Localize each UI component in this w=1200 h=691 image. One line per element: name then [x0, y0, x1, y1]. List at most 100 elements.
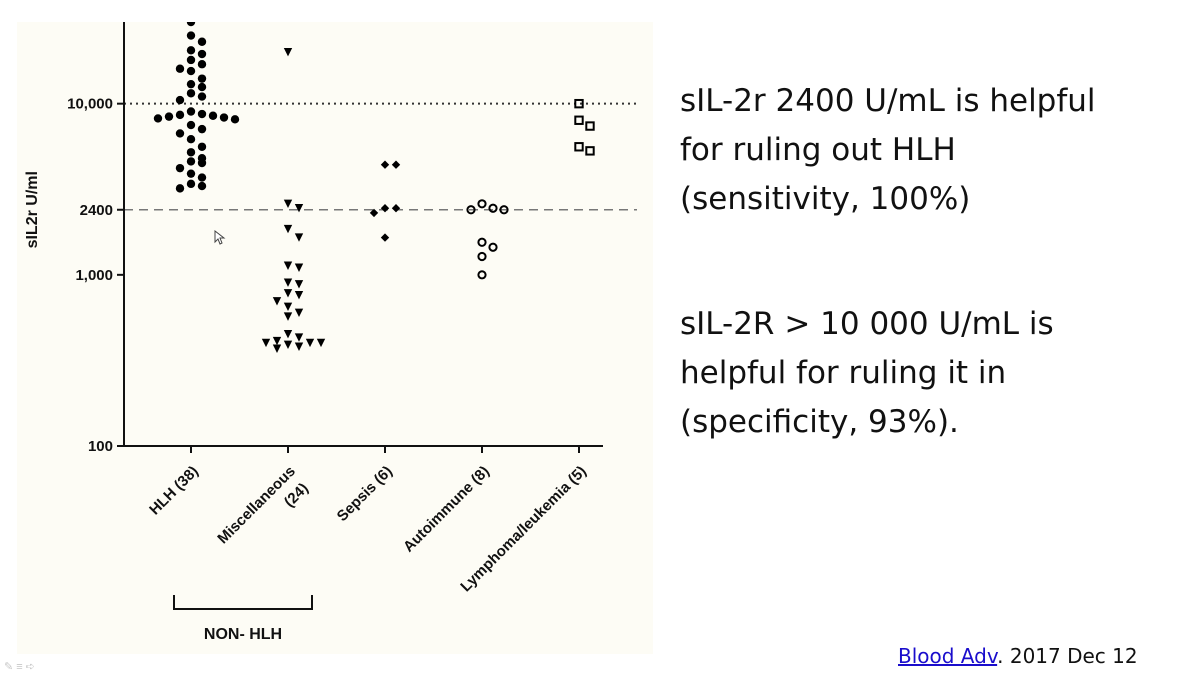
y-tick-label: 2400: [80, 202, 113, 219]
data-point: [283, 199, 293, 209]
data-point: [186, 22, 196, 27]
category-label: Sepsis (6): [334, 463, 396, 525]
data-point: [186, 169, 196, 178]
data-point: [186, 148, 196, 157]
data-point: [175, 95, 185, 105]
data-point: [197, 74, 207, 83]
data-point: [283, 261, 293, 270]
data-point: [186, 179, 196, 189]
data-point: [186, 66, 196, 76]
category-label: HLH (38): [146, 463, 202, 519]
citation-date: . 2017 Dec 12: [997, 644, 1138, 668]
data-point: [574, 98, 584, 109]
data-point: [230, 115, 240, 124]
data-point: [186, 107, 196, 116]
data-point: [197, 158, 207, 168]
data-point: [283, 224, 293, 234]
data-point: [208, 111, 218, 120]
data-point: [197, 124, 207, 134]
data-point: [391, 204, 401, 213]
data-point: [499, 205, 509, 215]
citation-link[interactable]: Blood Adv: [898, 644, 998, 668]
data-point: [488, 242, 498, 252]
data-point: [316, 338, 326, 348]
y-axis-title: sIL2r U/ml: [24, 171, 41, 248]
data-point: [294, 291, 304, 300]
data-point: [175, 129, 185, 138]
citation: Blood Adv. 2017 Dec 12: [898, 644, 1138, 668]
data-point: [175, 64, 185, 73]
data-point: [175, 110, 185, 120]
data-point: [186, 135, 196, 144]
data-point: [283, 302, 293, 312]
data-point: [186, 120, 196, 130]
data-point: [380, 204, 390, 213]
statement-line: sIL-2r 2400 U/mL is helpful: [680, 83, 1096, 119]
data-point: [197, 60, 207, 69]
data-point: [283, 278, 293, 287]
data-point: [197, 109, 207, 119]
data-point: [380, 160, 390, 169]
data-point: [369, 208, 379, 218]
data-point: [574, 115, 584, 125]
data-point: [283, 289, 293, 298]
data-point: [477, 270, 487, 280]
data-point: [261, 338, 271, 348]
data-point: [294, 342, 304, 351]
data-point: [175, 163, 185, 173]
y-tick-label: 100: [88, 438, 113, 455]
data-point: [585, 121, 595, 131]
next-icon[interactable]: ➪: [25, 661, 38, 673]
statement-line: sIL-2R > 10 000 U/mL is: [680, 306, 1054, 342]
data-point: [283, 47, 293, 57]
statement-line: helpful for ruling it in: [680, 355, 1007, 391]
statement-line: (specificity, 93%).: [680, 404, 959, 440]
data-point: [294, 280, 304, 289]
data-point: [175, 184, 185, 193]
data-point: [153, 114, 163, 123]
data-point: [294, 263, 304, 272]
data-point: [186, 55, 196, 65]
y-tick-label: 1,000: [75, 267, 113, 284]
data-point: [164, 112, 174, 121]
data-point: [283, 312, 293, 321]
data-point: [380, 233, 390, 242]
player-controls: ✎≡➪: [4, 660, 38, 673]
data-point: [294, 333, 304, 342]
data-point: [283, 340, 293, 350]
data-point: [186, 46, 196, 55]
data-point: [197, 173, 207, 182]
menu-icon[interactable]: ≡: [16, 661, 26, 673]
pen-icon[interactable]: ✎: [4, 661, 17, 673]
data-point: [305, 338, 315, 348]
data-point: [294, 233, 304, 242]
data-point: [186, 31, 196, 40]
data-point: [477, 251, 487, 262]
group-bracket-label: NON- HLH: [204, 626, 282, 643]
data-point: [186, 157, 196, 166]
y-tick-label: 10,000: [67, 96, 113, 113]
data-point: [197, 181, 207, 191]
statement-rule-out: sIL-2r 2400 U/mL is helpful for ruling o…: [680, 77, 1180, 224]
category-label: Autoimmune (8): [400, 463, 493, 556]
data-point: [272, 297, 282, 306]
data-point: [294, 308, 304, 318]
data-point: [272, 344, 282, 353]
data-point: [466, 205, 476, 215]
data-point: [186, 79, 196, 89]
data-point: [283, 329, 293, 339]
data-point: [197, 37, 207, 46]
chart-panel: 100 1,000 2400 10,000 sIL2r U/ml HLH (38) Misc…: [17, 22, 653, 654]
data-point: [488, 203, 498, 213]
statement-rule-in: sIL-2R > 10 000 U/mL is helpful for ruli…: [680, 300, 1180, 447]
data-point: [186, 89, 196, 98]
mouse-cursor-icon: [214, 230, 226, 245]
data-point: [197, 49, 207, 59]
data-point: [197, 82, 207, 92]
data-point: [574, 142, 584, 152]
group-bracket: [173, 595, 313, 610]
data-point: [391, 160, 401, 169]
statement-line: (sensitivity, 100%): [680, 181, 971, 217]
